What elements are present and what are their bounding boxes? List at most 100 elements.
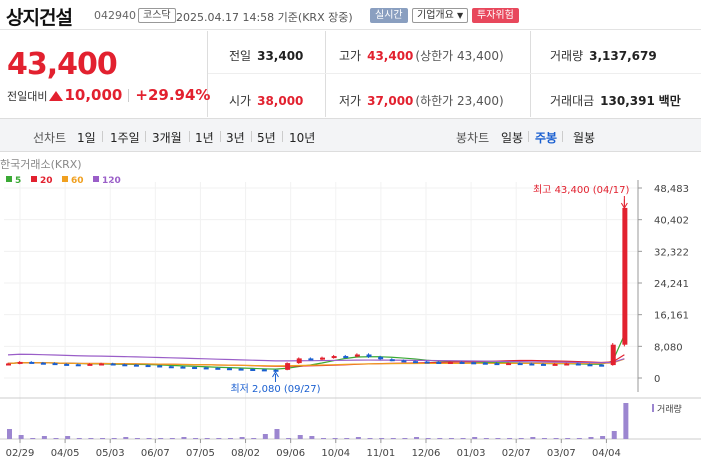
divider bbox=[282, 131, 283, 142]
tab-1d[interactable]: 1일 bbox=[77, 131, 96, 145]
candle bbox=[610, 344, 616, 366]
ma-legend-label: 20 bbox=[40, 176, 53, 186]
volume-bar bbox=[448, 438, 454, 439]
x-tick-label: 05/03 bbox=[96, 448, 125, 459]
candle bbox=[238, 368, 244, 371]
tab-3m[interactable]: 3개월 bbox=[152, 131, 182, 145]
volume-bar bbox=[134, 438, 140, 439]
chart-source-label: 한국거래소(KRX) bbox=[0, 158, 82, 171]
volume-bar bbox=[239, 437, 245, 439]
candle bbox=[517, 363, 523, 366]
volume-bar bbox=[588, 437, 594, 439]
divider bbox=[562, 131, 563, 142]
volume-bar bbox=[193, 438, 199, 439]
x-tick-label: 02/07 bbox=[502, 448, 531, 459]
candle bbox=[389, 359, 395, 362]
candle bbox=[296, 358, 302, 364]
y-tick-label: 48,483 bbox=[654, 184, 689, 195]
tab-daily[interactable]: 일봉 bbox=[501, 131, 524, 145]
candle bbox=[6, 363, 11, 366]
ma-line-120 bbox=[7, 353, 625, 364]
candle bbox=[587, 364, 593, 367]
volume-bar bbox=[41, 436, 47, 439]
divider bbox=[189, 131, 190, 142]
candle bbox=[180, 366, 186, 369]
chart-period-tabs: 선차트 1일 1주일 3개월 1년 3년 5년 10년 봉차트 일봉 주봉 월봉 bbox=[0, 118, 701, 152]
tab-monthly[interactable]: 월봉 bbox=[573, 131, 596, 145]
volume-bar bbox=[30, 438, 36, 439]
volume-bar bbox=[355, 437, 361, 439]
stat-label: 시가 bbox=[229, 94, 252, 108]
stat-open: 시가 38,000 bbox=[229, 92, 303, 109]
stock-name: 상지건설 bbox=[6, 7, 73, 29]
divider bbox=[251, 131, 252, 142]
x-tick-label: 04/05 bbox=[51, 448, 80, 459]
volume-legend-label: 거래량 bbox=[657, 403, 682, 415]
candle bbox=[320, 357, 325, 360]
tab-1w[interactable]: 1주일 bbox=[110, 131, 140, 145]
candle-chart-label: 봉차트 bbox=[456, 131, 490, 145]
tab-10y[interactable]: 10년 bbox=[289, 131, 316, 145]
change-amount: 10,000 bbox=[64, 86, 123, 104]
candle bbox=[157, 365, 163, 368]
volume-bar bbox=[88, 438, 94, 439]
x-tick-label: 02/29 bbox=[6, 448, 35, 459]
candle bbox=[459, 361, 465, 364]
company-overview-dropdown[interactable]: 기업개요 ▼ bbox=[412, 8, 469, 23]
current-price: 43,400 bbox=[7, 47, 118, 82]
volume-bar bbox=[297, 435, 303, 439]
realtime-button[interactable]: 실시간 bbox=[370, 8, 408, 23]
line-chart-label: 선차트 bbox=[33, 131, 67, 145]
candle bbox=[64, 363, 70, 366]
candle bbox=[564, 363, 570, 366]
candle bbox=[145, 365, 151, 368]
candle bbox=[285, 363, 291, 370]
volume-bar bbox=[18, 435, 24, 439]
chart-svg[interactable]: 한국거래소(KRX) 5 20 60 120 48,483 40,402 32,322 24… bbox=[0, 152, 701, 467]
volume-bar bbox=[379, 438, 385, 439]
candles bbox=[6, 199, 628, 372]
y-tick-label: 16,161 bbox=[654, 311, 689, 322]
candle bbox=[308, 358, 314, 361]
ma-legend-label: 120 bbox=[102, 176, 121, 186]
volume-bar bbox=[53, 438, 59, 439]
annotations: 최고 43,400 (04/17) 최저 2,080 (09/27) bbox=[230, 184, 629, 395]
candle bbox=[192, 367, 198, 370]
stock-code: 042940 bbox=[94, 9, 136, 22]
x-tick-label: 03/07 bbox=[547, 448, 576, 459]
risk-warning-badge[interactable]: 투자위험 bbox=[472, 8, 519, 23]
volume-bar bbox=[111, 438, 117, 439]
price-chart[interactable]: 한국거래소(KRX) 5 20 60 120 48,483 40,402 32,322 24… bbox=[0, 152, 701, 467]
volume-bar bbox=[181, 437, 187, 439]
volume-bar bbox=[344, 438, 350, 439]
candle bbox=[133, 364, 139, 367]
volume-chart: 거래량 bbox=[0, 397, 701, 440]
volume-bar bbox=[216, 438, 222, 439]
stat-value: 130,391 bbox=[600, 94, 655, 108]
candle bbox=[401, 360, 407, 363]
stat-label: 거래대금 bbox=[550, 94, 595, 108]
volume-bar bbox=[251, 438, 257, 439]
current-price-box: 43,400 전일대비 10,000 +29.94% bbox=[0, 31, 210, 117]
divider bbox=[102, 131, 103, 142]
volume-bar bbox=[437, 438, 443, 439]
candle bbox=[575, 363, 581, 366]
candle bbox=[122, 364, 128, 367]
stat-value: 38,000 bbox=[257, 94, 304, 108]
volume-bar bbox=[472, 437, 478, 439]
tab-weekly[interactable]: 주봉 bbox=[535, 131, 558, 145]
volume-bar bbox=[518, 438, 524, 439]
volume-bar bbox=[460, 438, 466, 439]
volume-bar bbox=[262, 434, 268, 439]
volume-bar bbox=[309, 436, 315, 439]
tab-3y[interactable]: 3년 bbox=[226, 131, 245, 145]
volume-bar bbox=[611, 431, 617, 439]
low-annotation: 최저 2,080 (09/27) bbox=[230, 383, 320, 395]
tab-1y[interactable]: 1년 bbox=[195, 131, 214, 145]
divider bbox=[208, 73, 701, 74]
chevron-down-icon: ▼ bbox=[457, 11, 464, 20]
volume-bar bbox=[600, 436, 606, 439]
candle bbox=[424, 361, 430, 364]
tab-5y[interactable]: 5년 bbox=[257, 131, 276, 145]
candle bbox=[366, 354, 372, 357]
